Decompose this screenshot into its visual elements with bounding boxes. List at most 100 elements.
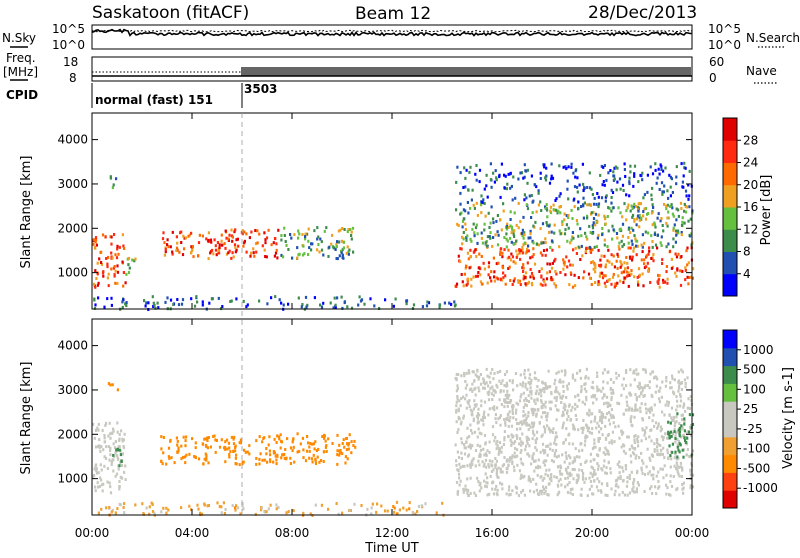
data-cell [114, 474, 117, 478]
data-cell [166, 243, 169, 247]
data-cell [279, 446, 282, 450]
data-cell [103, 464, 106, 468]
data-cell [544, 207, 547, 211]
data-cell [457, 428, 460, 432]
data-cell [688, 413, 691, 417]
data-cell [393, 506, 396, 510]
data-cell [527, 414, 530, 418]
data-cell [462, 416, 465, 420]
data-cell [545, 277, 549, 281]
data-cell [529, 381, 532, 385]
data-cell [633, 172, 636, 176]
data-cell [543, 165, 546, 169]
data-cell [343, 445, 346, 449]
data-cell [536, 466, 540, 470]
data-cell [346, 245, 349, 249]
data-cell [527, 368, 530, 372]
data-cell [254, 512, 257, 516]
data-cell [553, 223, 556, 227]
data-cell [656, 438, 659, 442]
data-cell [552, 208, 555, 212]
data-cell [486, 281, 489, 285]
data-cell [550, 278, 553, 282]
data-cell [589, 249, 592, 253]
data-cell [636, 481, 639, 485]
data-cell [267, 507, 270, 511]
data-cell [160, 447, 163, 451]
data-cell [314, 440, 317, 444]
data-cell [594, 266, 597, 270]
data-cell [493, 275, 496, 279]
data-cell [169, 439, 172, 443]
data-cell [97, 444, 100, 448]
data-cell [687, 282, 690, 286]
data-cell [580, 493, 583, 497]
data-cell [641, 178, 644, 182]
data-cell [462, 237, 465, 241]
data-cell [526, 181, 529, 185]
data-cell [124, 281, 127, 285]
data-cell [527, 437, 530, 441]
data-cell [582, 188, 585, 192]
data-cell [252, 247, 255, 251]
data-cell [341, 227, 344, 230]
data-cell [252, 251, 255, 255]
data-cell [462, 490, 465, 494]
data-cell [525, 271, 528, 275]
colorbar-tick-label: 1000 [743, 343, 774, 357]
data-cell [519, 220, 522, 224]
data-cell [534, 459, 537, 463]
data-cell [641, 272, 644, 276]
data-cell [540, 434, 543, 438]
data-cell [634, 408, 637, 412]
data-cell [180, 241, 183, 244]
data-cell [469, 491, 472, 495]
data-cell [336, 449, 339, 453]
data-cell [345, 251, 348, 255]
data-cell [255, 250, 258, 254]
data-cell [478, 489, 481, 493]
data-cell [575, 219, 578, 222]
data-cell [667, 210, 670, 214]
data-cell [349, 509, 352, 512]
data-cell [683, 221, 686, 225]
data-cell [493, 408, 496, 412]
data-cell [607, 401, 610, 405]
data-cell [224, 246, 227, 250]
data-cell [644, 207, 648, 210]
data-cell [507, 267, 510, 270]
data-cell [517, 422, 520, 426]
data-cell [494, 487, 497, 491]
data-cell [621, 490, 624, 494]
data-cell [166, 296, 169, 300]
data-cell [571, 231, 574, 234]
data-cell [567, 382, 570, 386]
data-cell [478, 180, 481, 184]
data-cell [214, 248, 218, 252]
data-cell [641, 471, 644, 475]
data-cell [509, 171, 512, 175]
data-cell [482, 464, 485, 468]
data-cell [631, 446, 634, 450]
data-cell [495, 262, 498, 266]
data-cell [686, 436, 689, 440]
data-cell [677, 465, 681, 469]
data-cell [232, 255, 235, 259]
data-cell [678, 381, 681, 385]
data-cell [577, 428, 580, 432]
data-cell [523, 198, 526, 202]
data-cell [96, 272, 99, 276]
data-cell [562, 267, 565, 271]
data-cell [455, 480, 459, 484]
data-cell [474, 373, 477, 377]
data-cell [506, 256, 509, 260]
data-cell [92, 422, 95, 426]
data-cell [513, 277, 516, 281]
data-cell [220, 438, 223, 442]
data-cell [350, 230, 353, 234]
data-cell [494, 465, 497, 469]
data-cell [542, 425, 546, 429]
data-cell [598, 274, 601, 278]
data-cell [371, 502, 374, 506]
data-cell [576, 479, 579, 483]
